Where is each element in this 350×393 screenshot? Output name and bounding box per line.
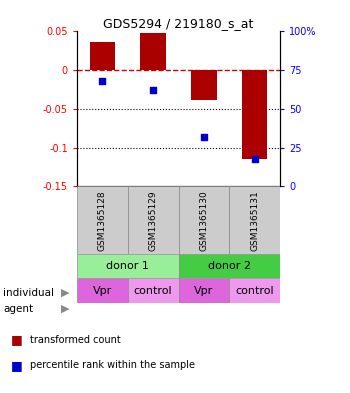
Bar bbox=[77, 254, 178, 278]
Bar bbox=[242, 70, 267, 159]
Text: control: control bbox=[235, 285, 274, 296]
Bar bbox=[229, 186, 280, 254]
Text: ▶: ▶ bbox=[61, 288, 70, 298]
Text: transformed count: transformed count bbox=[30, 335, 120, 345]
Text: percentile rank within the sample: percentile rank within the sample bbox=[30, 360, 195, 371]
Bar bbox=[178, 254, 280, 278]
Point bbox=[201, 134, 206, 140]
Bar bbox=[140, 33, 166, 70]
Point bbox=[99, 78, 105, 84]
Bar bbox=[178, 278, 229, 303]
Text: GSM1365129: GSM1365129 bbox=[149, 190, 158, 251]
Text: donor 2: donor 2 bbox=[208, 261, 251, 271]
Text: Vpr: Vpr bbox=[194, 285, 214, 296]
Title: GDS5294 / 219180_s_at: GDS5294 / 219180_s_at bbox=[103, 17, 254, 30]
Text: ■: ■ bbox=[10, 333, 22, 347]
Text: GSM1365128: GSM1365128 bbox=[98, 190, 107, 251]
Point bbox=[252, 155, 258, 162]
Bar bbox=[178, 186, 229, 254]
Bar bbox=[229, 278, 280, 303]
Bar bbox=[128, 186, 178, 254]
Text: GSM1365131: GSM1365131 bbox=[250, 190, 259, 251]
Bar bbox=[191, 70, 217, 99]
Point bbox=[150, 87, 156, 94]
Text: donor 1: donor 1 bbox=[106, 261, 149, 271]
Bar bbox=[77, 186, 128, 254]
Text: control: control bbox=[134, 285, 173, 296]
Text: individual: individual bbox=[4, 288, 55, 298]
Bar bbox=[90, 42, 115, 70]
Text: GSM1365130: GSM1365130 bbox=[199, 190, 208, 251]
Text: agent: agent bbox=[4, 303, 34, 314]
Bar bbox=[77, 278, 128, 303]
Bar bbox=[128, 278, 178, 303]
Text: Vpr: Vpr bbox=[93, 285, 112, 296]
Text: ▶: ▶ bbox=[61, 303, 70, 314]
Text: ■: ■ bbox=[10, 359, 22, 372]
